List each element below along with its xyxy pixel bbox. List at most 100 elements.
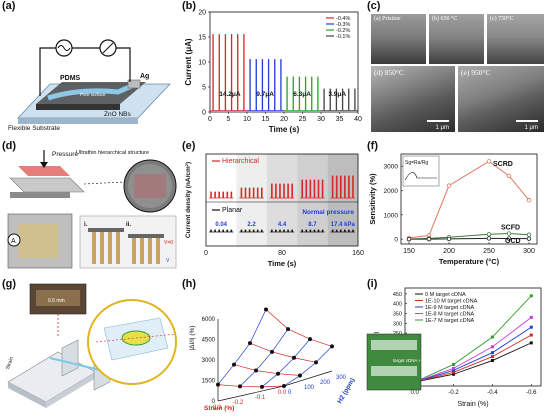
surface-line-strain <box>239 328 289 387</box>
data-point <box>529 325 533 329</box>
inset-device-1 <box>371 340 417 350</box>
data-point <box>506 236 512 241</box>
series-line-0 <box>408 160 530 239</box>
panel-a-label: (a) <box>2 0 16 12</box>
strain-axis-label: Strain (%) <box>204 405 234 412</box>
data-point <box>452 370 456 374</box>
chart-b: 0 5 10 15 20 25 30 35 40 0 5 10 15 20 Time (s) Current … <box>184 10 362 135</box>
scale-bar-4-label: 1 μm <box>435 125 449 131</box>
legend-label-1: -0.3% <box>336 22 350 28</box>
panel-d-schematic: Pressure Ultrathin hierarchical structur… <box>7 150 177 269</box>
inset-curve <box>404 172 437 181</box>
planar-series <box>330 229 355 233</box>
strain-tick-label: -0.3 <box>211 405 222 411</box>
y-tick-label: 10 <box>198 60 206 67</box>
strain-tick-label: 0.0 <box>278 390 287 396</box>
hierarchical-series <box>269 183 295 199</box>
data-point <box>490 359 494 363</box>
data-point <box>486 159 492 164</box>
y-tick-label: 5 <box>202 85 206 92</box>
h2-tick-label: 300 <box>336 375 347 381</box>
schematic-i-label: i. <box>84 222 88 228</box>
data-point <box>490 345 494 349</box>
legend-label-2: 1E-9 M target cDNA <box>425 305 475 311</box>
normal-pressure-label: Normal pressure <box>302 209 354 216</box>
x-axis-label: Time (s) <box>268 259 297 268</box>
pdms-label: PDMS <box>60 75 81 82</box>
legend-label-3: -0.1% <box>336 34 350 40</box>
panel-g-schematic: 0.5 mm Strain <box>5 283 177 408</box>
y-tick-label: 350 <box>393 311 402 317</box>
panel-c: (c) (a) Pristine (b) 650 °C (c) 750°C (d… <box>365 0 550 138</box>
surface-line-strain <box>283 346 333 387</box>
y-tick-label: 450 <box>393 292 402 298</box>
annotation-3: 3.9μA <box>328 91 346 98</box>
strain-tick-label: -0.2 <box>233 400 244 406</box>
scale-bar-5-label: 1 μm <box>524 125 538 131</box>
zno-label: ZnO NBs <box>104 111 131 118</box>
x-tick-label: 20 <box>280 116 288 123</box>
x-tick-label: -0.4 <box>487 390 498 396</box>
panel-b-label: (b) <box>182 0 197 12</box>
data-point <box>426 236 432 242</box>
ag-label: Ag <box>140 73 149 80</box>
panel-i-label: (i) <box>367 278 378 290</box>
pressure-value-label: 0.04 <box>215 222 227 228</box>
data-point <box>526 232 532 237</box>
data-point <box>248 341 252 346</box>
data-point <box>506 173 512 179</box>
x-tick-label: 30 <box>317 116 325 123</box>
z-tick-label: 6000 <box>202 317 216 323</box>
sem-image-1: (a) Pristine <box>371 14 426 64</box>
planar-series <box>239 229 264 233</box>
x-tick-label: 35 <box>336 116 344 123</box>
surface-line-strain <box>261 338 311 388</box>
hierarchical-series <box>239 187 264 199</box>
substrate-label: Flexible Substrate <box>8 125 60 132</box>
data-point <box>490 355 494 359</box>
panel-d-label: (d) <box>2 140 17 152</box>
surface-line-strain <box>217 309 267 385</box>
legend-label-2: -0.2% <box>336 28 350 34</box>
strain-label: Strain <box>5 356 15 371</box>
x-tick-label: 150 <box>403 248 415 255</box>
data-point <box>308 337 312 342</box>
panel-c-label: (c) <box>367 0 381 12</box>
data-point <box>270 349 274 354</box>
z-axis-label: |ΔI/I| (%) <box>189 325 196 350</box>
x-axis-label: Temperature (°C) <box>439 257 500 266</box>
z-tick-label: 1500 <box>202 379 216 385</box>
hierarchical-series <box>300 179 325 199</box>
z-tick-label: 0 <box>212 399 216 405</box>
sem-image-3-title: (c) 750°C <box>490 16 514 22</box>
schematic-ii-label: ii. <box>126 222 131 228</box>
planar-series <box>269 229 295 233</box>
y-tick-label: 400 <box>393 302 402 308</box>
data-point <box>286 327 290 332</box>
series-line-0 <box>210 34 247 111</box>
data-point <box>506 231 512 236</box>
annotation-2: 6.3μA <box>293 91 311 98</box>
y-tick-label: 20 <box>198 10 206 17</box>
panel-b: (b) 0 5 10 15 20 25 30 35 40 0 5 10 15 20 Time (s) Curr… <box>180 0 365 138</box>
legend-label-0: -0.4% <box>336 16 350 22</box>
z-tick-label: 3000 <box>202 358 216 364</box>
panel-i: (i) 0.0-0.2-0.4-0.6050100150200250300350… <box>365 278 550 414</box>
sem-image-5-title: (e) 950°C <box>461 68 491 77</box>
x-tick-label: 10 <box>243 116 251 123</box>
inset-label: target cDNA + external strain <box>393 358 451 363</box>
z-tick-label: 4500 <box>202 338 216 344</box>
x-axis-label: Strain (%) <box>457 401 488 408</box>
panel-d: (d) Pressure Ultrathin hierarchical stru… <box>0 140 180 274</box>
data-point <box>529 341 533 345</box>
sem-image-1-title: (a) Pristine <box>374 16 401 22</box>
panel-h-label: (h) <box>182 278 197 290</box>
data-point <box>314 360 318 365</box>
x-tick-label: 80 <box>278 250 286 257</box>
data-point <box>529 315 533 319</box>
annotation-0: 14.2μA <box>219 91 241 98</box>
x-tick-label: 0 <box>204 250 208 257</box>
series-line-1 <box>414 334 532 383</box>
series-line-1 <box>408 233 530 240</box>
